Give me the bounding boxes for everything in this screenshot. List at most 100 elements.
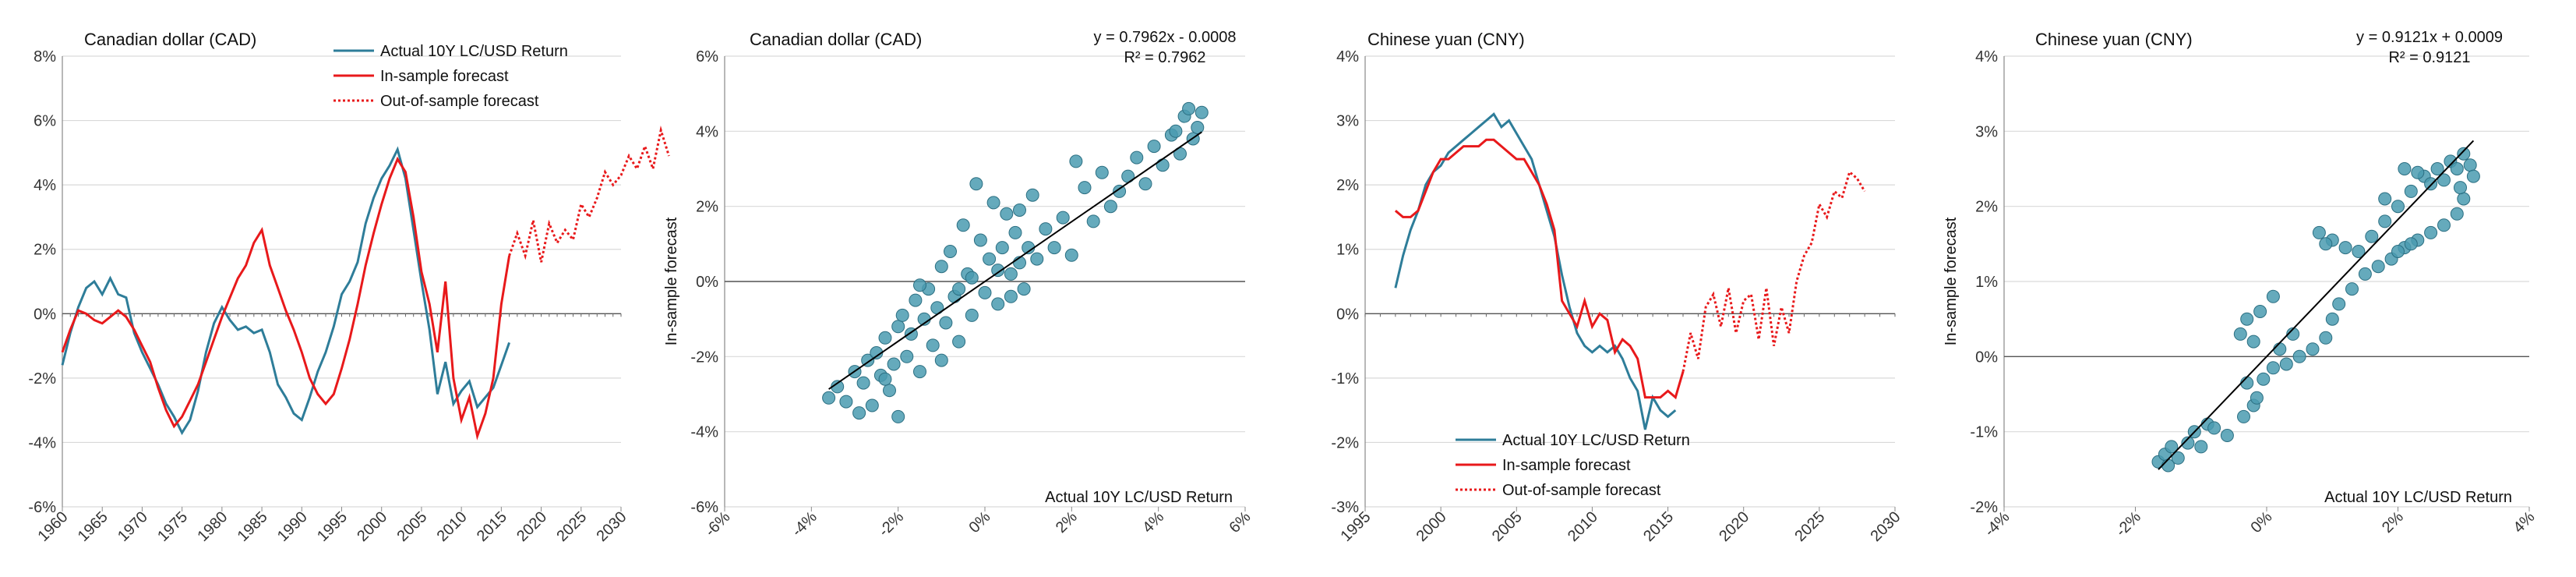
- y-axis-label: In-sample forecast: [663, 217, 680, 345]
- scatter-point: [861, 353, 875, 367]
- scatter-point: [978, 285, 992, 299]
- scatter-point: [986, 196, 1000, 210]
- x-tick-label: 1980: [194, 508, 231, 545]
- scatter-point: [2424, 177, 2438, 191]
- y-tick-label: 6%: [696, 48, 718, 65]
- regression-equation: y = 0.7962x - 0.0008: [1094, 29, 1237, 46]
- scatter-point: [2454, 181, 2467, 195]
- scatter-point: [883, 384, 896, 398]
- x-tick-label: 1965: [75, 508, 111, 545]
- x-tick-label: 1985: [235, 508, 271, 545]
- chart-legend: Actual 10Y LC/USD Return In-sample foreca…: [333, 43, 568, 110]
- scatter-point: [1064, 248, 1078, 262]
- legend-label: Out-of-sample forecast: [1502, 482, 1661, 499]
- scatter-point: [973, 233, 987, 247]
- scatter-point: [2457, 192, 2471, 206]
- y-axis-label: In-sample forecast: [1943, 217, 1960, 345]
- scatter-point: [822, 391, 836, 405]
- scatter-point: [2194, 440, 2208, 454]
- series-line-in-sample-forecast: [61, 156, 511, 441]
- y-tick-label: 3%: [1975, 123, 1998, 140]
- scatter-point: [2378, 192, 2392, 206]
- scatter-point: [1004, 267, 1018, 281]
- x-tick-label: 0%: [966, 508, 994, 536]
- x-tick-label: 1995: [314, 508, 351, 545]
- legend-label: Out-of-sample forecast: [380, 93, 539, 110]
- x-tick-label: 2010: [434, 508, 471, 545]
- scatter-point: [2345, 282, 2359, 296]
- y-tick-label: -1%: [1331, 370, 1359, 388]
- scatter-point: [1008, 225, 1022, 239]
- scatter-point: [1039, 222, 1053, 236]
- scatter-point: [2398, 162, 2412, 175]
- scatter-point: [1191, 121, 1205, 134]
- legend-label: In-sample forecast: [380, 68, 509, 85]
- scatter-point: [2430, 162, 2444, 175]
- scatter-point: [1086, 214, 1100, 228]
- x-tick-label: 2030: [594, 508, 630, 545]
- y-tick-label: -2%: [690, 349, 718, 366]
- y-tick-label: -6%: [690, 499, 718, 516]
- scatter-point: [2437, 218, 2451, 232]
- x-tick-label: 2020: [513, 508, 550, 545]
- y-tick-label: 8%: [34, 48, 56, 65]
- scatter-point: [1182, 101, 1196, 115]
- scatter-point: [2358, 267, 2372, 281]
- x-tick-label: -4%: [789, 508, 820, 540]
- y-tick-label: 4%: [1336, 48, 1359, 65]
- y-tick-label: 6%: [34, 113, 56, 130]
- scatter-point: [856, 376, 870, 390]
- x-tick-label: 2015: [474, 508, 510, 545]
- y-tick-label: -2%: [1970, 499, 1998, 516]
- scatter-point: [2352, 245, 2366, 258]
- scatter-point: [2411, 165, 2425, 179]
- trend-line: [2158, 140, 2475, 470]
- x-tick-label: 1990: [274, 508, 311, 545]
- chart-title: Chinese yuan (CNY): [1367, 30, 1525, 49]
- scatter-point: [2207, 421, 2221, 435]
- scatter-point: [1025, 188, 1039, 202]
- scatter-point: [1030, 252, 1044, 266]
- scatter-point: [2404, 237, 2418, 251]
- chart-title: Chinese yuan (CNY): [2035, 30, 2193, 49]
- x-tick-label: 2000: [354, 508, 390, 545]
- x-axis-label: Actual 10Y LC/USD Return: [2324, 489, 2512, 506]
- scatter-point: [2266, 289, 2280, 303]
- scatter-point: [1156, 158, 1170, 172]
- chart-title: Canadian dollar (CAD): [750, 30, 922, 49]
- regression-equation: y = 0.9121x + 0.0009: [2356, 29, 2503, 46]
- scatter-point: [934, 260, 948, 274]
- scatter-point: [939, 316, 953, 330]
- scatter-point: [956, 218, 970, 232]
- scatter-point: [991, 297, 1005, 311]
- x-tick-label: 2%: [2379, 508, 2407, 536]
- x-tick-label: 2015: [1640, 508, 1677, 545]
- chart-legend: Actual 10Y LC/USD Return In-sample foreca…: [1456, 432, 1690, 499]
- scatter-point: [887, 357, 901, 371]
- scatter-point: [913, 365, 926, 379]
- scatter-point: [2257, 372, 2271, 386]
- scatter-point: [2338, 241, 2352, 255]
- x-tick-label: 4%: [1139, 508, 1167, 536]
- scatter-point: [952, 335, 966, 349]
- y-tick-label: 2%: [1975, 199, 1998, 216]
- scatter-point: [2246, 335, 2260, 349]
- y-tick-label: -6%: [28, 499, 56, 516]
- scatter-point: [2450, 207, 2464, 221]
- scatter-point: [2312, 225, 2326, 239]
- scatter-point: [2165, 440, 2179, 454]
- scatter-point: [2253, 305, 2267, 318]
- scatter-point: [1078, 181, 1092, 195]
- scatter-point: [2378, 214, 2392, 228]
- series-line-actual-return: [1394, 112, 1677, 430]
- x-tick-label: 2%: [1053, 508, 1081, 536]
- scatter-point: [1103, 200, 1117, 214]
- scatter-point: [2450, 162, 2464, 175]
- y-tick-label: 4%: [1975, 48, 1998, 65]
- y-tick-label: -4%: [690, 424, 718, 441]
- scatter-point: [2437, 173, 2451, 187]
- scatter-point: [2240, 376, 2254, 390]
- x-tick-label: 2025: [1791, 508, 1828, 545]
- x-tick-label: 2005: [393, 508, 430, 545]
- scatter-point: [1047, 241, 1061, 255]
